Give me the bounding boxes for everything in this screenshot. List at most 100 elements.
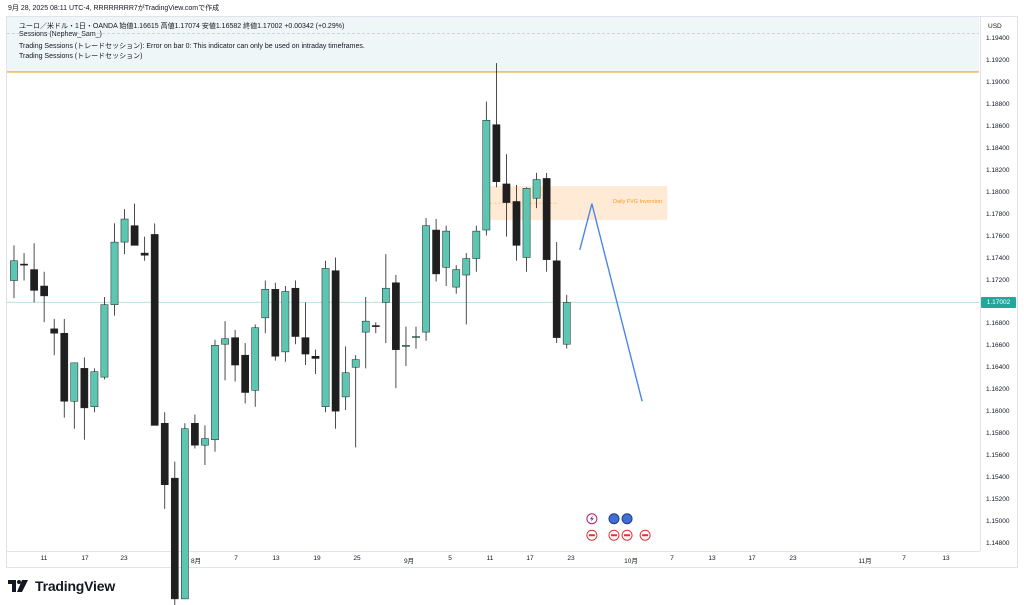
tradingview-logo[interactable]: TradingView bbox=[8, 578, 115, 594]
time-tick-label: 11月 bbox=[858, 558, 872, 565]
candle-up bbox=[181, 428, 189, 600]
candle-up bbox=[251, 327, 260, 391]
chart-caption: 9月 28, 2025 08:11 UTC-4, RRRRRRRR7がTradi… bbox=[8, 5, 220, 12]
candle-up bbox=[321, 268, 330, 408]
tradingview-logo-text: TradingView bbox=[35, 578, 116, 594]
time-tick-label: 11 bbox=[486, 555, 494, 562]
time-tick-label: 25 bbox=[353, 555, 361, 562]
candle-down bbox=[271, 289, 280, 357]
candle-up bbox=[562, 302, 571, 345]
time-tick-label: 17 bbox=[526, 555, 534, 562]
candle-down bbox=[291, 287, 300, 337]
candle-up bbox=[70, 362, 79, 402]
candle-up bbox=[361, 320, 370, 333]
candle-down bbox=[392, 282, 400, 350]
candle-down bbox=[130, 225, 139, 246]
candle-down bbox=[20, 263, 28, 266]
candle-up bbox=[472, 230, 481, 259]
price-tick-label: 1.15000 bbox=[986, 518, 1010, 526]
candle-down bbox=[140, 252, 149, 256]
candle-up bbox=[201, 438, 209, 446]
price-tick-label: 1.15800 bbox=[986, 430, 1010, 438]
candle-down bbox=[150, 234, 159, 426]
candle-down bbox=[301, 337, 310, 355]
price-tick-label: 1.16200 bbox=[986, 386, 1010, 394]
candle-down bbox=[371, 325, 380, 327]
chart-frame bbox=[6, 16, 1018, 568]
price-axis[interactable] bbox=[980, 17, 1018, 551]
price-tick-label: 1.16800 bbox=[986, 320, 1010, 328]
time-tick-label: 19 bbox=[313, 555, 321, 562]
price-tick-label: 1.19000 bbox=[986, 78, 1010, 86]
candle-down bbox=[502, 183, 511, 203]
candle-up bbox=[482, 119, 491, 231]
candle-down bbox=[60, 332, 69, 402]
candle-down bbox=[30, 269, 38, 291]
price-tick-label: 1.18200 bbox=[986, 166, 1010, 174]
candle-up bbox=[341, 372, 350, 398]
price-tick-label: 1.14800 bbox=[986, 540, 1010, 547]
time-axis[interactable] bbox=[7, 551, 980, 568]
price-tick-label: 1.19200 bbox=[986, 56, 1010, 64]
candle-up bbox=[281, 291, 290, 353]
time-tick-label: 8月 bbox=[190, 558, 202, 565]
event-circle-icon bbox=[621, 513, 633, 525]
candle-up bbox=[261, 289, 270, 319]
price-tick-label: 1.15600 bbox=[986, 452, 1010, 460]
indicator-sessions[interactable]: Sessions (Nephew_Sam_) bbox=[19, 31, 102, 38]
time-tick-label: 17 bbox=[748, 555, 756, 562]
candle-down bbox=[241, 354, 250, 393]
candle-down bbox=[160, 422, 169, 485]
candle-down bbox=[542, 178, 551, 260]
candle-up bbox=[412, 336, 420, 338]
candle-down bbox=[311, 356, 320, 359]
candle-down bbox=[512, 201, 521, 246]
time-tick-label: 13 bbox=[272, 555, 280, 562]
price-tick-label: 1.18600 bbox=[986, 122, 1010, 130]
candle-up bbox=[110, 241, 119, 305]
candle-down bbox=[231, 337, 239, 366]
symbol-ohlc-line[interactable]: ユーロ／米ドル・1日・OANDA 始値1.16615 高値1.17074 安値1… bbox=[19, 23, 345, 30]
currency-label: USD bbox=[988, 23, 1002, 30]
time-tick-label: 5 bbox=[448, 555, 452, 562]
price-tick-label: 1.18000 bbox=[986, 188, 1010, 196]
candle-up bbox=[452, 269, 461, 288]
legend-panel: ユーロ／米ドル・1日・OANDA 始値1.16615 高値1.17074 安値1… bbox=[7, 17, 979, 73]
candle-up bbox=[10, 260, 18, 281]
indicator-trading-sessions[interactable]: Trading Sessions (トレードセッション) bbox=[19, 53, 143, 60]
time-tick-label: 23 bbox=[120, 555, 128, 562]
us-flag-icon-stripe bbox=[610, 534, 617, 537]
candle-up bbox=[120, 218, 129, 243]
candle-up bbox=[90, 371, 99, 408]
event-circle-icon bbox=[608, 513, 620, 525]
candle-down bbox=[191, 422, 199, 446]
price-tick-label: 1.15400 bbox=[986, 474, 1010, 482]
time-tick-label: 11 bbox=[40, 555, 48, 562]
price-tick-label: 1.17600 bbox=[986, 232, 1010, 240]
lightning-icon-bolt bbox=[589, 515, 594, 522]
time-tick-label: 7 bbox=[902, 555, 906, 562]
candle-up bbox=[211, 345, 219, 440]
candle-down bbox=[170, 477, 179, 600]
time-tick-label: 9月 bbox=[403, 558, 415, 565]
tradingview-logo-icon bbox=[8, 580, 28, 592]
price-tick-label: 1.16000 bbox=[986, 408, 1010, 416]
price-tick-label: 1.16400 bbox=[986, 364, 1010, 372]
us-flag-icon-stripe bbox=[588, 534, 595, 537]
price-tick-label: 1.17200 bbox=[986, 276, 1010, 284]
candle-up bbox=[422, 225, 430, 333]
price-tick-label: 1.19400 bbox=[986, 35, 1010, 42]
candle-down bbox=[492, 124, 501, 182]
us-flag-icon-stripe bbox=[624, 534, 631, 537]
candle-up bbox=[100, 304, 109, 378]
price-tick-label: 1.18400 bbox=[986, 144, 1010, 152]
current-price-badge: 1.17002 bbox=[981, 297, 1016, 308]
candle-down bbox=[432, 229, 440, 275]
candle-up bbox=[382, 287, 390, 303]
candle-up bbox=[532, 179, 541, 199]
candle-up bbox=[351, 359, 360, 368]
indicator-trading-sessions-error[interactable]: Trading Sessions (トレードセッション): Error on b… bbox=[19, 43, 365, 50]
time-tick-label: 23 bbox=[567, 555, 575, 562]
time-tick-label: 7 bbox=[234, 555, 238, 562]
